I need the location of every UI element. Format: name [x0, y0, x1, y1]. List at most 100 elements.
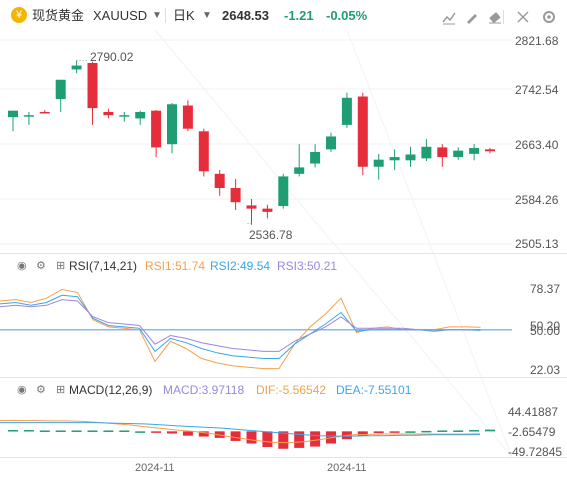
eraser-icon[interactable] [486, 8, 504, 26]
x-axis-label: 2024-11 [327, 462, 367, 474]
chart-type-icon[interactable] [440, 8, 458, 26]
chart-header: ¥ 现货黄金 XAUUSD ▼ 日K ▼ 2648.53 -1.21 -0.05… [0, 0, 567, 30]
rsi-title[interactable]: RSI(7,14,21) [69, 259, 138, 273]
candle-body [230, 188, 241, 203]
candle-body [485, 149, 495, 152]
macd-axis-label: 44.41887 [508, 405, 559, 419]
chevron-down-icon[interactable]: ▼ [152, 10, 162, 21]
macd-bar [389, 431, 400, 433]
macd-bar [246, 431, 257, 444]
candle-body [135, 111, 146, 119]
macd-bar [310, 431, 321, 447]
expand-icon[interactable]: ⊞ [56, 384, 66, 396]
rsi-axis-label: 50.00 [530, 324, 561, 338]
candle-body [453, 150, 464, 158]
macd-bar [151, 431, 162, 433]
rsi-axis-label: 50.20 [530, 319, 561, 333]
macd-bar [262, 431, 273, 448]
candle-body [151, 110, 162, 148]
macd-bar [485, 429, 495, 432]
macd-bar [373, 431, 384, 434]
candle-body [103, 111, 114, 116]
macd-bar [278, 431, 289, 449]
price-axis-label: 2821.68 [515, 34, 559, 48]
rsi-axis-label: 78.37 [530, 282, 561, 296]
macd-bar [87, 430, 98, 432]
rsi1-value: RSI1:51.74 [145, 259, 206, 273]
macd-bar [23, 430, 34, 432]
macd-value: MACD:3.97118 [163, 383, 245, 397]
grid-line [346, 29, 513, 458]
macd-axis-label: -2.65479 [508, 425, 556, 439]
candle-body [278, 176, 289, 207]
candle-body [437, 147, 448, 158]
candle-body [246, 205, 257, 209]
price-change-pct: -0.05% [326, 8, 368, 23]
macd-title[interactable]: MACD(12,26,9) [69, 383, 153, 397]
candle-body [23, 115, 34, 117]
x-axis-label: 2024-11 [135, 462, 175, 474]
rsi3-value: RSI3:50.21 [277, 259, 338, 273]
settings-icon[interactable]: ⚙ [36, 384, 46, 396]
candle-body [421, 146, 432, 159]
visibility-eye-icon[interactable]: ◉ [17, 260, 27, 272]
divider [165, 8, 166, 23]
rsi-axis-label: 22.03 [530, 363, 561, 377]
expand-icon[interactable]: ⊞ [56, 260, 66, 272]
dif-value: DIF:-5.56542 [256, 383, 327, 397]
period-selector[interactable]: 日K [173, 8, 195, 23]
visibility-eye-icon[interactable]: ◉ [17, 384, 27, 396]
toolbar-divider [503, 10, 504, 24]
candle-body [262, 208, 273, 212]
macd-bar [437, 430, 448, 432]
dea-line [0, 422, 481, 437]
price-axis-label: 2505.13 [515, 237, 559, 251]
macd-bar [198, 431, 209, 437]
panel-divider [0, 253, 567, 254]
fullscreen-icon[interactable] [514, 8, 532, 26]
price-axis-label: 2584.26 [515, 193, 559, 207]
drawing-icon[interactable] [463, 8, 481, 26]
macd-bar [182, 431, 193, 436]
high-annotation: 2790.02 [90, 50, 134, 64]
rsi-series-line-3 [0, 299, 481, 352]
macd-bar [357, 431, 368, 436]
instrument-name[interactable]: 现货黄金 [32, 8, 85, 23]
price-axis-label: 2663.40 [515, 138, 559, 152]
period-chevron-icon[interactable]: ▼ [202, 10, 212, 21]
macd-bar [469, 430, 480, 432]
candle-body [326, 136, 336, 150]
panel-divider [0, 377, 567, 378]
settings-icon[interactable]: ⚙ [36, 260, 46, 272]
macd-axis-label: -49.72845 [508, 445, 563, 459]
gold-coin-icon: ¥ [11, 7, 27, 23]
symbol-label[interactable]: XAUUSD [93, 8, 148, 23]
macd-bar [230, 431, 241, 441]
macd-bar [39, 430, 50, 432]
dea-value: DEA:-7.55101 [336, 383, 412, 397]
last-price: 2648.53 [222, 8, 269, 23]
macd-bar [421, 430, 432, 433]
macd-bar [119, 430, 130, 432]
rsi-series-line-2 [0, 294, 481, 359]
candle-body [310, 151, 321, 164]
grid-line [154, 29, 513, 458]
dif-line [0, 420, 481, 444]
price-change: -1.21 [284, 8, 314, 23]
candle-body [341, 97, 352, 125]
candle-body [198, 131, 209, 172]
macd-bar [103, 430, 114, 432]
macd-bar [71, 430, 82, 432]
macd-bar [294, 431, 305, 448]
candle-body [8, 110, 18, 118]
macd-bar [453, 430, 464, 432]
candle-body [405, 154, 416, 161]
candle-body [167, 104, 177, 145]
low-annotation: 2536.78 [249, 228, 293, 242]
candle-body [119, 115, 130, 117]
macd-bar [405, 431, 416, 433]
settings-icon[interactable] [540, 8, 558, 26]
candle-body [182, 105, 193, 129]
candle-body [294, 167, 305, 174]
